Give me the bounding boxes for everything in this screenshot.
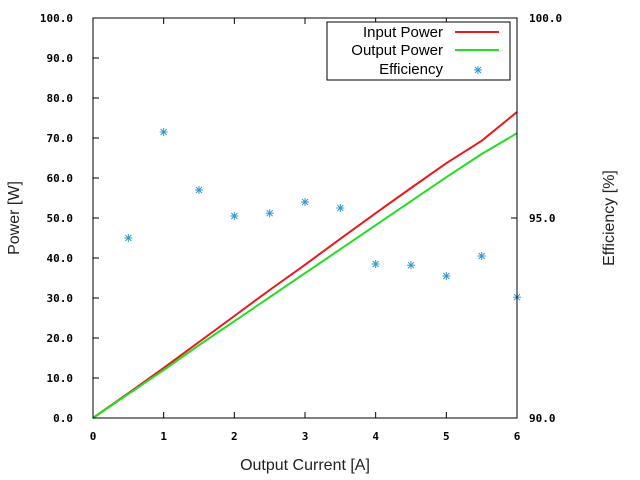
legend: Input Power Output Power Efficiency <box>326 21 511 81</box>
x-axis-label: Output Current [A] <box>240 457 370 474</box>
y-tick-label: 70.0 <box>47 132 74 145</box>
efficiency-point <box>265 209 274 218</box>
x-tick-label: 6 <box>514 430 521 443</box>
efficiency-legend-marker <box>474 66 482 74</box>
efficiency-point <box>230 212 239 220</box>
legend-swatch-efficiency <box>474 66 482 74</box>
efficiency-point <box>442 272 451 280</box>
y2-axis-label: Efficiency [%] <box>601 170 618 266</box>
y-tick-label: 60.0 <box>47 172 74 185</box>
y-tick-label: 10.0 <box>47 372 74 385</box>
series-line-output-power <box>92 132 518 419</box>
series-layer <box>92 111 521 419</box>
x-tick-label: 5 <box>443 430 450 443</box>
y-tick-label: 20.0 <box>47 332 74 345</box>
series-line-input-power <box>92 111 518 419</box>
efficiency-point <box>159 128 168 136</box>
legend-label-efficiency: Efficiency <box>379 61 443 78</box>
y2-tick-label: 100.0 <box>529 12 562 25</box>
y-tick-label: 50.0 <box>47 212 74 225</box>
y2-tick-label: 90.0 <box>529 412 556 425</box>
tick-layer: 0 1 2 3 4 5 60.010.020.030.040.050.060.070.080… <box>40 12 562 443</box>
legend-label-output-power: Output Power <box>351 42 443 59</box>
y2-tick-label: 95.0 <box>529 212 556 225</box>
efficiency-point <box>124 234 133 242</box>
efficiency-point <box>477 252 486 260</box>
y-tick-label: 40.0 <box>47 252 74 265</box>
y-tick-label: 30.0 <box>47 292 74 305</box>
x-tick-label: 0 <box>90 430 97 443</box>
efficiency-point <box>371 260 380 268</box>
x-tick-label: 4 <box>372 430 379 443</box>
legend-label-input-power: Input Power <box>363 24 443 41</box>
y-tick-label: 0.0 <box>53 412 73 425</box>
y-tick-label: 100.0 <box>40 12 73 25</box>
efficiency-point <box>195 186 203 194</box>
efficiency-point <box>336 204 345 212</box>
efficiency-point <box>407 261 415 270</box>
x-tick-label: 2 <box>231 430 238 443</box>
efficiency-point <box>301 198 309 206</box>
x-tick-label: 3 <box>302 430 309 443</box>
y-tick-label: 80.0 <box>47 92 74 105</box>
x-tick-label: 1 <box>160 430 167 443</box>
y-axis-label: Power [W] <box>6 181 23 255</box>
y-tick-label: 90.0 <box>47 52 74 65</box>
